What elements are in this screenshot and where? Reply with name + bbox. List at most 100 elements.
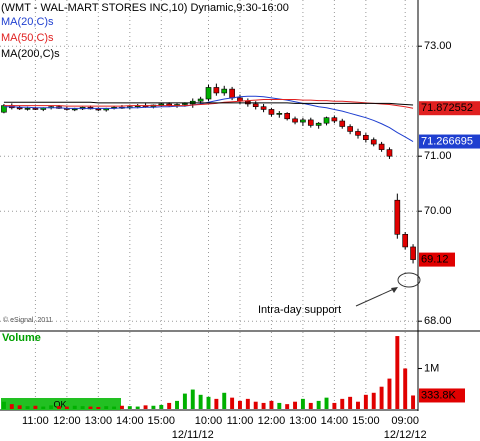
candle-body: [24, 108, 31, 110]
candle-body: [16, 107, 23, 110]
value-box: [419, 134, 480, 149]
candle-body: [182, 103, 188, 105]
candle-body: [307, 119, 314, 126]
x-tick-label: 13:00: [289, 415, 317, 427]
x-tick-label: 12:00: [53, 415, 81, 427]
volume-bar: [300, 398, 305, 409]
volume-bar: [96, 406, 101, 409]
x-tick-label: 14:00: [321, 415, 349, 427]
volume-bar: [403, 368, 408, 409]
y-tick-label: 70.00: [424, 205, 452, 217]
volume-bar: [395, 336, 400, 409]
volume-bar: [119, 405, 124, 409]
volume-bar: [356, 401, 360, 409]
volume-bar: [277, 402, 282, 409]
x-tick-label: 09:00: [391, 415, 419, 427]
candle-body: [370, 139, 377, 145]
last-price-label: 69.12: [421, 254, 449, 266]
x-tick-label: 11:00: [227, 415, 254, 427]
candle-body: [71, 108, 78, 111]
volume-bar: [238, 400, 242, 409]
volume-bar: [253, 401, 258, 409]
volume-bar: [245, 398, 250, 409]
volume-bar: [127, 406, 132, 409]
candle-body: [158, 103, 165, 106]
volume-bar: [308, 402, 313, 409]
volume-bar: [112, 406, 117, 409]
volume-bar: [182, 393, 187, 409]
volume-bar: [222, 392, 227, 409]
candle-body: [386, 149, 393, 157]
volume-bar: [9, 404, 14, 409]
ma-line: [3, 101, 414, 106]
chart-title: (WMT - WAL-MART STORES INC,10) Dynamic,9…: [1, 2, 289, 14]
y-tick-label: 68.00: [424, 315, 452, 327]
x-tick-label: 15:00: [148, 415, 176, 427]
volume-bar: [135, 406, 140, 409]
volume-bar: [324, 397, 329, 409]
candle-body: [95, 108, 102, 111]
volume-bar: [387, 378, 392, 409]
candle-body: [221, 88, 228, 94]
candle-body: [300, 119, 306, 123]
volume-bar: [363, 394, 368, 409]
date-label: 12/11/12: [172, 429, 214, 441]
candle-body: [197, 98, 204, 102]
volume-bar: [190, 389, 195, 409]
volume-bar: [214, 398, 219, 409]
candle-body: [410, 246, 416, 260]
volume-bar: [371, 392, 376, 409]
volume-bar: [57, 406, 61, 409]
volume-bar: [143, 405, 148, 409]
arrow-head: [391, 287, 398, 293]
candle-body: [292, 118, 298, 123]
support-ellipse: [397, 272, 421, 288]
volume-bar: [332, 402, 337, 409]
volume-bar: [230, 397, 235, 409]
candle-body: [284, 113, 290, 120]
y-tick-label: 71.00: [424, 150, 452, 162]
volume-value-label: 333.8K: [421, 389, 457, 401]
volume-bar: [88, 406, 93, 409]
legend-entry: MA(200,C)s: [1, 48, 60, 60]
candle-body: [339, 120, 346, 127]
volume-bar: [411, 395, 416, 409]
volume-value-box: [419, 388, 465, 403]
candle-body: [363, 135, 369, 141]
x-tick-label: 14:00: [116, 415, 144, 427]
volume-bar: [293, 401, 298, 409]
x-tick-label: 10:00: [195, 415, 223, 427]
volume-bar: [269, 400, 274, 409]
volume-bar: [17, 405, 22, 409]
value-box-label: 71.266695: [421, 135, 473, 147]
volume-bar: [340, 398, 345, 409]
y-tick-label: 73.00: [424, 40, 452, 52]
candle-body: [32, 108, 39, 110]
volume-bar: [80, 406, 85, 409]
volume-bar: [285, 404, 290, 409]
volume-bar: [1, 401, 6, 409]
last-price-box: [419, 252, 455, 267]
volume-bar: [33, 405, 38, 409]
candle-body: [252, 103, 259, 107]
volume-bar: [104, 406, 109, 409]
volume-title: Volume: [2, 332, 41, 344]
volume-bar: [41, 406, 46, 409]
candle-body: [323, 117, 330, 124]
x-tick-label: 11:00: [22, 415, 49, 427]
ma-line: [3, 99, 414, 109]
candle-body: [402, 234, 409, 248]
volume-tick-label: 1M: [424, 362, 439, 374]
value-box-label: 71.872552: [421, 102, 473, 114]
ma-line: [3, 95, 414, 142]
volume-bar: [316, 400, 321, 409]
candle-body: [205, 87, 212, 100]
volume-bar: [64, 406, 69, 409]
candle-body: [378, 143, 385, 150]
status-text: OK: [53, 399, 66, 409]
candle-body: [347, 126, 353, 132]
legend-entry: MA(20,C)s: [1, 16, 54, 28]
annotation: Intra-day support: [258, 304, 341, 316]
volume-bar: [167, 402, 172, 409]
volume-bar: [261, 402, 266, 409]
